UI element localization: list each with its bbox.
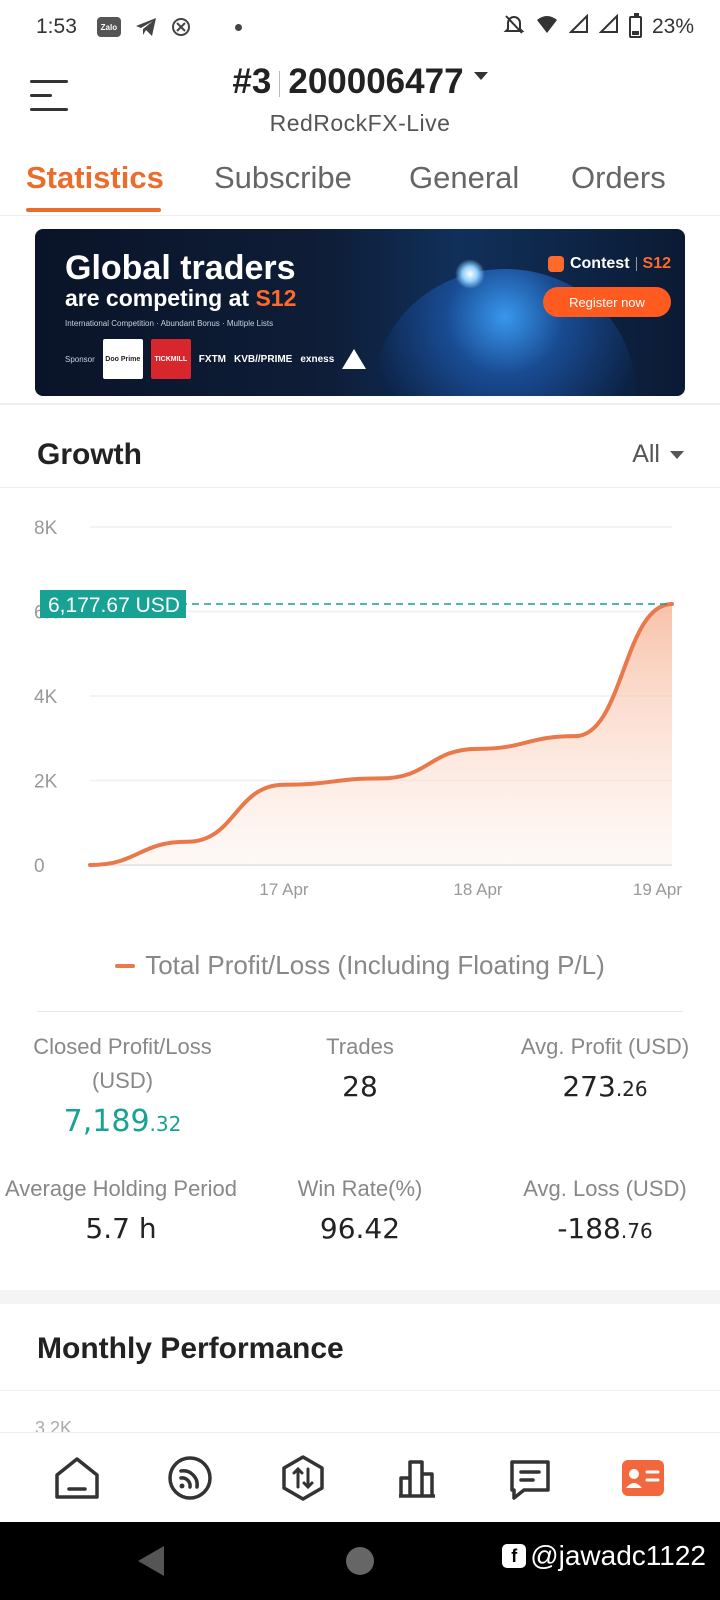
avg-profit-value: 273.26	[562, 1070, 648, 1103]
tab-bar: Statistics Subscribe General Orders	[0, 150, 720, 216]
status-bar: 1:53 Zalo 23%	[0, 0, 720, 54]
y-tick-label: 4K	[34, 687, 58, 708]
signal-feed-icon[interactable]	[160, 1448, 220, 1508]
account-selector[interactable]: #3 200006477	[0, 62, 720, 102]
avg-holding-value: 5.7 h	[85, 1212, 157, 1245]
stats-divider	[37, 1011, 683, 1012]
growth-filter-dropdown[interactable]: All	[632, 440, 684, 469]
account-rank: #3	[232, 62, 272, 101]
avg-loss-value: -188.76	[557, 1212, 653, 1245]
app-header: #3 200006477 RedRockFX-Live	[0, 54, 720, 144]
system-navigation-bar: f @jawadc1122	[0, 1522, 720, 1600]
x-tick-label: 18 Apr	[453, 880, 502, 899]
svg-text:6,177.67 USD: 6,177.67 USD	[48, 594, 180, 617]
menu-icon[interactable]	[30, 80, 68, 112]
glow-graphic	[455, 259, 485, 289]
signal-icon	[568, 13, 589, 40]
stat-average-holding-period: Average Holding Period 5.7 h	[0, 1172, 242, 1245]
tab-general[interactable]: General	[409, 160, 520, 195]
wifi-icon	[535, 14, 559, 40]
sponsor-triangle-logo	[342, 349, 367, 369]
stat-win-rate: Win Rate(%) 96.42	[260, 1172, 460, 1245]
chevron-down-icon	[473, 71, 488, 80]
contest-label: Contest S12	[547, 255, 671, 273]
series-line	[88, 601, 674, 867]
banner-tagline: International Competition · Abundant Bon…	[65, 319, 274, 328]
home-icon[interactable]	[47, 1448, 107, 1508]
chart-icon[interactable]	[387, 1448, 447, 1508]
stat-closed-profit-loss: Closed Profit/Loss (USD) 7,189.32	[10, 1030, 235, 1139]
tab-subscribe[interactable]: Subscribe	[214, 160, 352, 195]
closed-pl-value: 7,189.32	[63, 1104, 182, 1139]
sponsor-row: Sponsor Doo Prime TICKMILL FXTM KVB//PRI…	[65, 339, 367, 379]
sponsor-doo-prime-logo: Doo Prime	[102, 339, 143, 379]
sponsor-label: Sponsor	[65, 354, 95, 364]
signal-icon	[598, 13, 619, 40]
section-gap	[0, 1290, 720, 1304]
sponsor-exness-logo: exness	[300, 353, 335, 365]
monthly-performance-title: Monthly Performance	[37, 1332, 344, 1365]
section-divider	[0, 1390, 720, 1391]
back-icon[interactable]	[138, 1546, 164, 1576]
y-tick-label: 8K	[34, 518, 58, 539]
growth-title: Growth	[37, 438, 142, 471]
sponsor-fxtm-logo: FXTM	[198, 353, 227, 365]
messages-icon[interactable]	[500, 1448, 560, 1508]
trades-value: 28	[342, 1070, 378, 1103]
x-tick-label: 17 Apr	[259, 880, 308, 899]
legend-label: Total Profit/Loss (Including Floating P/…	[145, 950, 605, 980]
battery-icon	[628, 13, 642, 38]
facebook-icon: f	[502, 1544, 527, 1568]
section-divider	[0, 403, 720, 405]
tab-statistics[interactable]: Statistics	[26, 160, 164, 195]
mute-icon	[503, 13, 525, 41]
system-home-icon[interactable]	[346, 1547, 374, 1575]
tab-orders[interactable]: Orders	[571, 160, 666, 195]
bottom-navigation	[0, 1432, 720, 1522]
stat-avg-loss: Avg. Loss (USD) -188.76	[505, 1172, 705, 1245]
y-tick-label: 2K	[34, 772, 58, 793]
register-now-button[interactable]: Register now	[543, 287, 671, 317]
status-time: 1:53	[36, 15, 77, 38]
trade-icon[interactable]	[273, 1448, 333, 1508]
app-icon	[171, 17, 191, 37]
notification-dot	[234, 23, 242, 31]
sponsor-kvb-logo: KVB//PRIME	[234, 353, 293, 365]
x-tick-label: 19 Apr	[633, 880, 682, 899]
chevron-down-icon	[670, 450, 684, 459]
series-area	[90, 603, 672, 865]
win-rate-value: 96.42	[319, 1212, 401, 1245]
current-value-annotation: 6,177.67 USD	[40, 589, 186, 618]
active-tab-indicator	[26, 208, 161, 212]
telegram-icon	[135, 17, 157, 37]
watermark: f @jawadc1122	[502, 1540, 706, 1572]
profile-card-icon[interactable]	[613, 1448, 673, 1508]
legend-swatch	[115, 963, 136, 968]
chart-legend[interactable]: Total Profit/Loss (Including Floating P/…	[0, 950, 720, 981]
account-server: RedRockFX-Live	[269, 110, 451, 136]
banner-subhead: are competing at S12	[65, 285, 297, 311]
stat-trades: Trades 28	[260, 1030, 460, 1103]
y-tick-label: 0	[34, 856, 45, 877]
contest-badge-icon	[547, 256, 564, 272]
sponsor-tickmill-logo: TICKMILL	[150, 339, 191, 379]
battery-percent: 23%	[651, 15, 694, 38]
zalo-icon: Zalo	[96, 17, 121, 37]
section-divider	[0, 487, 720, 488]
account-number: 200006477	[288, 62, 464, 101]
banner-headline: Global traders	[65, 249, 296, 287]
stat-avg-profit: Avg. Profit (USD) 273.26	[505, 1030, 705, 1103]
promo-banner[interactable]: Global traders are competing at S12 Inte…	[35, 229, 685, 396]
